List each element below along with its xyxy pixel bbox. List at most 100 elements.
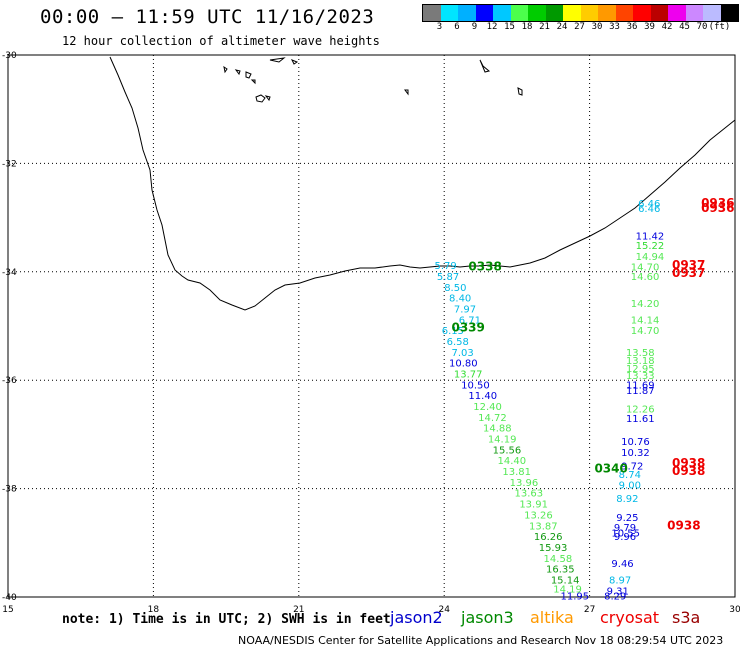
wave-height-label: 8.50 [444,283,466,294]
colorbar-swatch [475,5,493,21]
pass-time-label: 0938 [672,464,705,478]
wave-height-label: 15.93 [539,543,568,554]
wave-height-label: 13.33 [626,371,655,382]
wave-height-label: 6.46 [638,204,660,215]
colorbar-label: 21 [539,22,550,32]
colorbar-label: 18 [521,22,533,32]
wave-height-label: 13.18 [626,356,655,367]
colorbar-label: 3 [436,22,443,32]
wave-height-label: 16.35 [546,565,575,576]
colorbar-labels: 3 6 9 12 15 18 21 24 27 30 33 36 39 42 45 70 (ft) [422,22,740,36]
colorbar-label: 24 [556,22,568,32]
pass-time-label: 0936 [701,196,734,210]
wave-height-label: 14.40 [498,456,527,467]
colorbar-swatch [668,5,686,21]
wave-height-label: 9.96 [614,532,636,543]
map-frame [7,54,736,598]
pass-time-label: 0936 [701,201,734,215]
wave-height-label: 7.97 [454,304,476,315]
islands [223,57,523,103]
wave-height-label: 14.88 [483,424,512,435]
wave-height-label: 10.50 [461,380,490,391]
units-note: note: 1) Time is in UTC; 2) SWH is in fe… [62,612,391,627]
colorbar-swatch [633,5,651,21]
pass-time-label: 0937 [672,266,705,280]
colorbar-swatch [650,5,668,21]
wave-height-label: 13.58 [626,348,655,359]
map-subtitle: 12 hour collection of altimeter wave hei… [62,34,380,48]
colorbar-label: 39 [644,22,655,32]
wave-height-label: 8.40 [449,294,471,305]
colorbar-swatch [458,5,476,21]
pass-time-label: 0938 [672,456,705,470]
colorbar-label: 42 [661,22,673,32]
colorbar-swatch [720,5,738,21]
y-tick-label: -32 [2,159,17,169]
wave-height-label: 5.87 [437,272,459,283]
wave-height-label: 11.61 [626,414,655,425]
wave-height-label: 14.70 [631,326,660,337]
colorbar-label: 15 [504,22,515,32]
wave-height-label: 14.72 [478,413,507,424]
y-tick-label: -30 [2,51,17,61]
colorbar-label: 36 [626,22,638,32]
wave-height-label: 10.80 [449,359,478,370]
x-tick-label: 30 [729,605,740,615]
wave-height-label: 12.95 [626,364,655,375]
colorbar-swatch [510,5,528,21]
wave-height-label: 15.56 [493,445,522,456]
pass-time-label: 0338 [468,260,501,274]
wave-height-label: 6.58 [447,337,469,348]
x-tick-label: 24 [438,605,450,615]
colorbar-swatch [685,5,703,21]
wave-height-label: 15.22 [636,241,665,252]
y-tick-label: -38 [2,485,17,495]
wave-height-label: 9.00 [619,481,641,492]
y-tick-label: -40 [2,593,17,603]
colorbar-swatch [563,5,581,21]
y-tick-label: -36 [2,376,17,386]
colorbar-swatch [545,5,563,21]
colorbar-label: 70 [696,22,708,32]
colorbar-label: 30 [591,22,603,32]
pass-time-label: 0937 [672,258,705,272]
wave-height-label: 7.03 [451,348,473,359]
wave-height-label: 13.77 [454,369,483,380]
wave-height-colorbar [422,4,739,22]
wave-height-label: 9.72 [621,462,643,473]
wave-height-label: 8.97 [609,575,631,586]
wave-height-label: 11.69 [626,380,655,391]
wave-height-label: 14.94 [636,252,665,263]
pass-time-label: 0938 [667,518,700,532]
wave-height-label: 8.92 [616,494,638,505]
wave-height-label: 6.15 [442,326,464,337]
wave-height-label: 6.46 [638,199,660,210]
wave-height-label: 8.74 [619,470,641,481]
wave-height-label: 12.26 [626,405,655,416]
colorbar-label: 33 [609,22,620,32]
wave-height-label: 13.91 [519,500,548,511]
wave-height-label: 9.31 [607,586,629,597]
wave-height-label: 14.19 [488,435,517,446]
legend-item-cryosat: cryosat [600,608,660,627]
colorbar-swatch [423,5,441,21]
wave-height-label: 6.71 [459,315,481,326]
wave-height-label: 14.58 [544,554,573,565]
x-tick-label: 27 [584,605,595,615]
wave-height-label: 11.87 [626,386,655,397]
colorbar-label: 9 [471,22,478,32]
wave-height-label: 9.46 [611,559,633,570]
wave-height-label: 13.81 [502,467,531,478]
wave-height-label: 13.63 [514,489,543,500]
legend-item-s3a: s3a [672,608,701,627]
footer-credit: NOAA/NESDIS Center for Satellite Applica… [238,634,724,647]
colorbar-label: 12 [486,22,498,32]
pass-time-label: 0339 [451,320,484,334]
wave-height-label: 12.40 [473,402,502,413]
colorbar-swatch [493,5,511,21]
colorbar-swatch [440,5,458,21]
legend-item-altika: altika [530,608,574,627]
legend-item-jason2: jason2 [390,608,443,627]
graticule: 15 18 21 24 27 30 -30 -32 -34 -36 -38 -40 [2,51,740,615]
